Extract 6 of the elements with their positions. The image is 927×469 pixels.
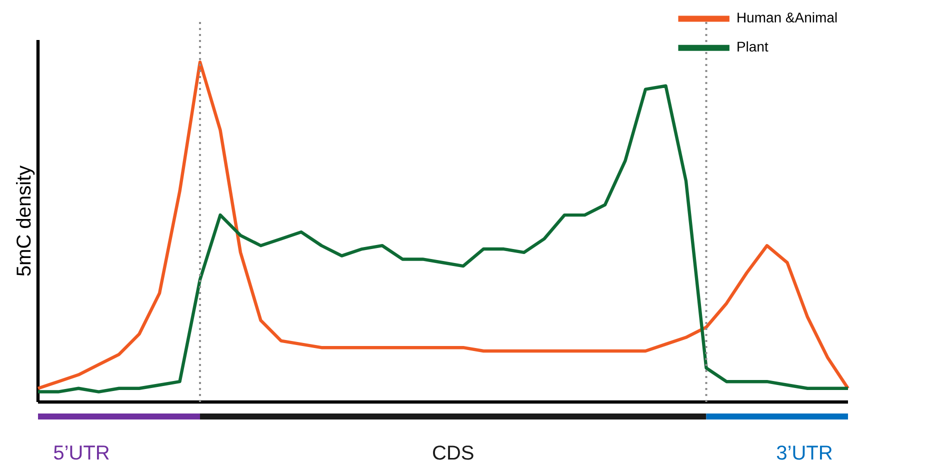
text: 3’UTR <box>776 446 832 460</box>
y-axis-title: 5mC density <box>16 165 35 276</box>
legend-label: Plant <box>738 41 768 52</box>
text: CDS <box>433 446 474 460</box>
text: 5’UTR <box>54 446 109 460</box>
legend-label: Human &Animal <box>738 12 837 22</box>
